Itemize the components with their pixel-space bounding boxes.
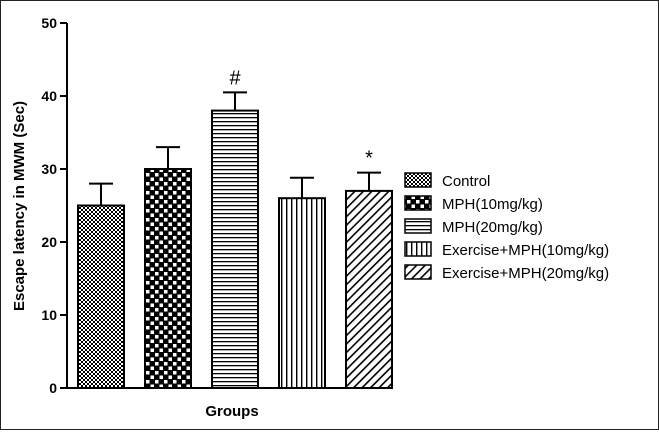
legend-label: Control — [442, 173, 490, 190]
y-tick-label: 10 — [41, 307, 57, 323]
bar — [345, 189, 393, 389]
legend-label: Exercise+MPH(10mg/kg) — [442, 242, 609, 259]
x-axis-label: Groups — [205, 403, 258, 420]
significance-marker: # — [229, 67, 241, 89]
legend-label: MPH(20mg/kg) — [442, 219, 543, 236]
y-axis-label: Escape latency in MWM (Sec) — [11, 101, 28, 311]
legend-swatch — [404, 195, 432, 211]
legend-label: MPH(10mg/kg) — [442, 196, 543, 213]
legend-swatch — [404, 241, 432, 257]
bar — [278, 197, 326, 389]
y-tick-label: 50 — [41, 15, 57, 31]
legend-swatch — [404, 264, 432, 280]
legend-swatch — [404, 172, 432, 188]
legend-swatch — [404, 218, 432, 234]
y-tick-label: 40 — [41, 88, 57, 104]
bar — [144, 168, 192, 389]
y-tick-label: 30 — [41, 161, 57, 177]
legend-label: Exercise+MPH(20mg/kg) — [442, 265, 609, 282]
bar — [77, 204, 125, 389]
bar — [211, 109, 259, 389]
y-tick-label: 20 — [41, 234, 57, 250]
significance-marker: * — [365, 148, 373, 170]
y-tick-label: 0 — [49, 380, 57, 396]
